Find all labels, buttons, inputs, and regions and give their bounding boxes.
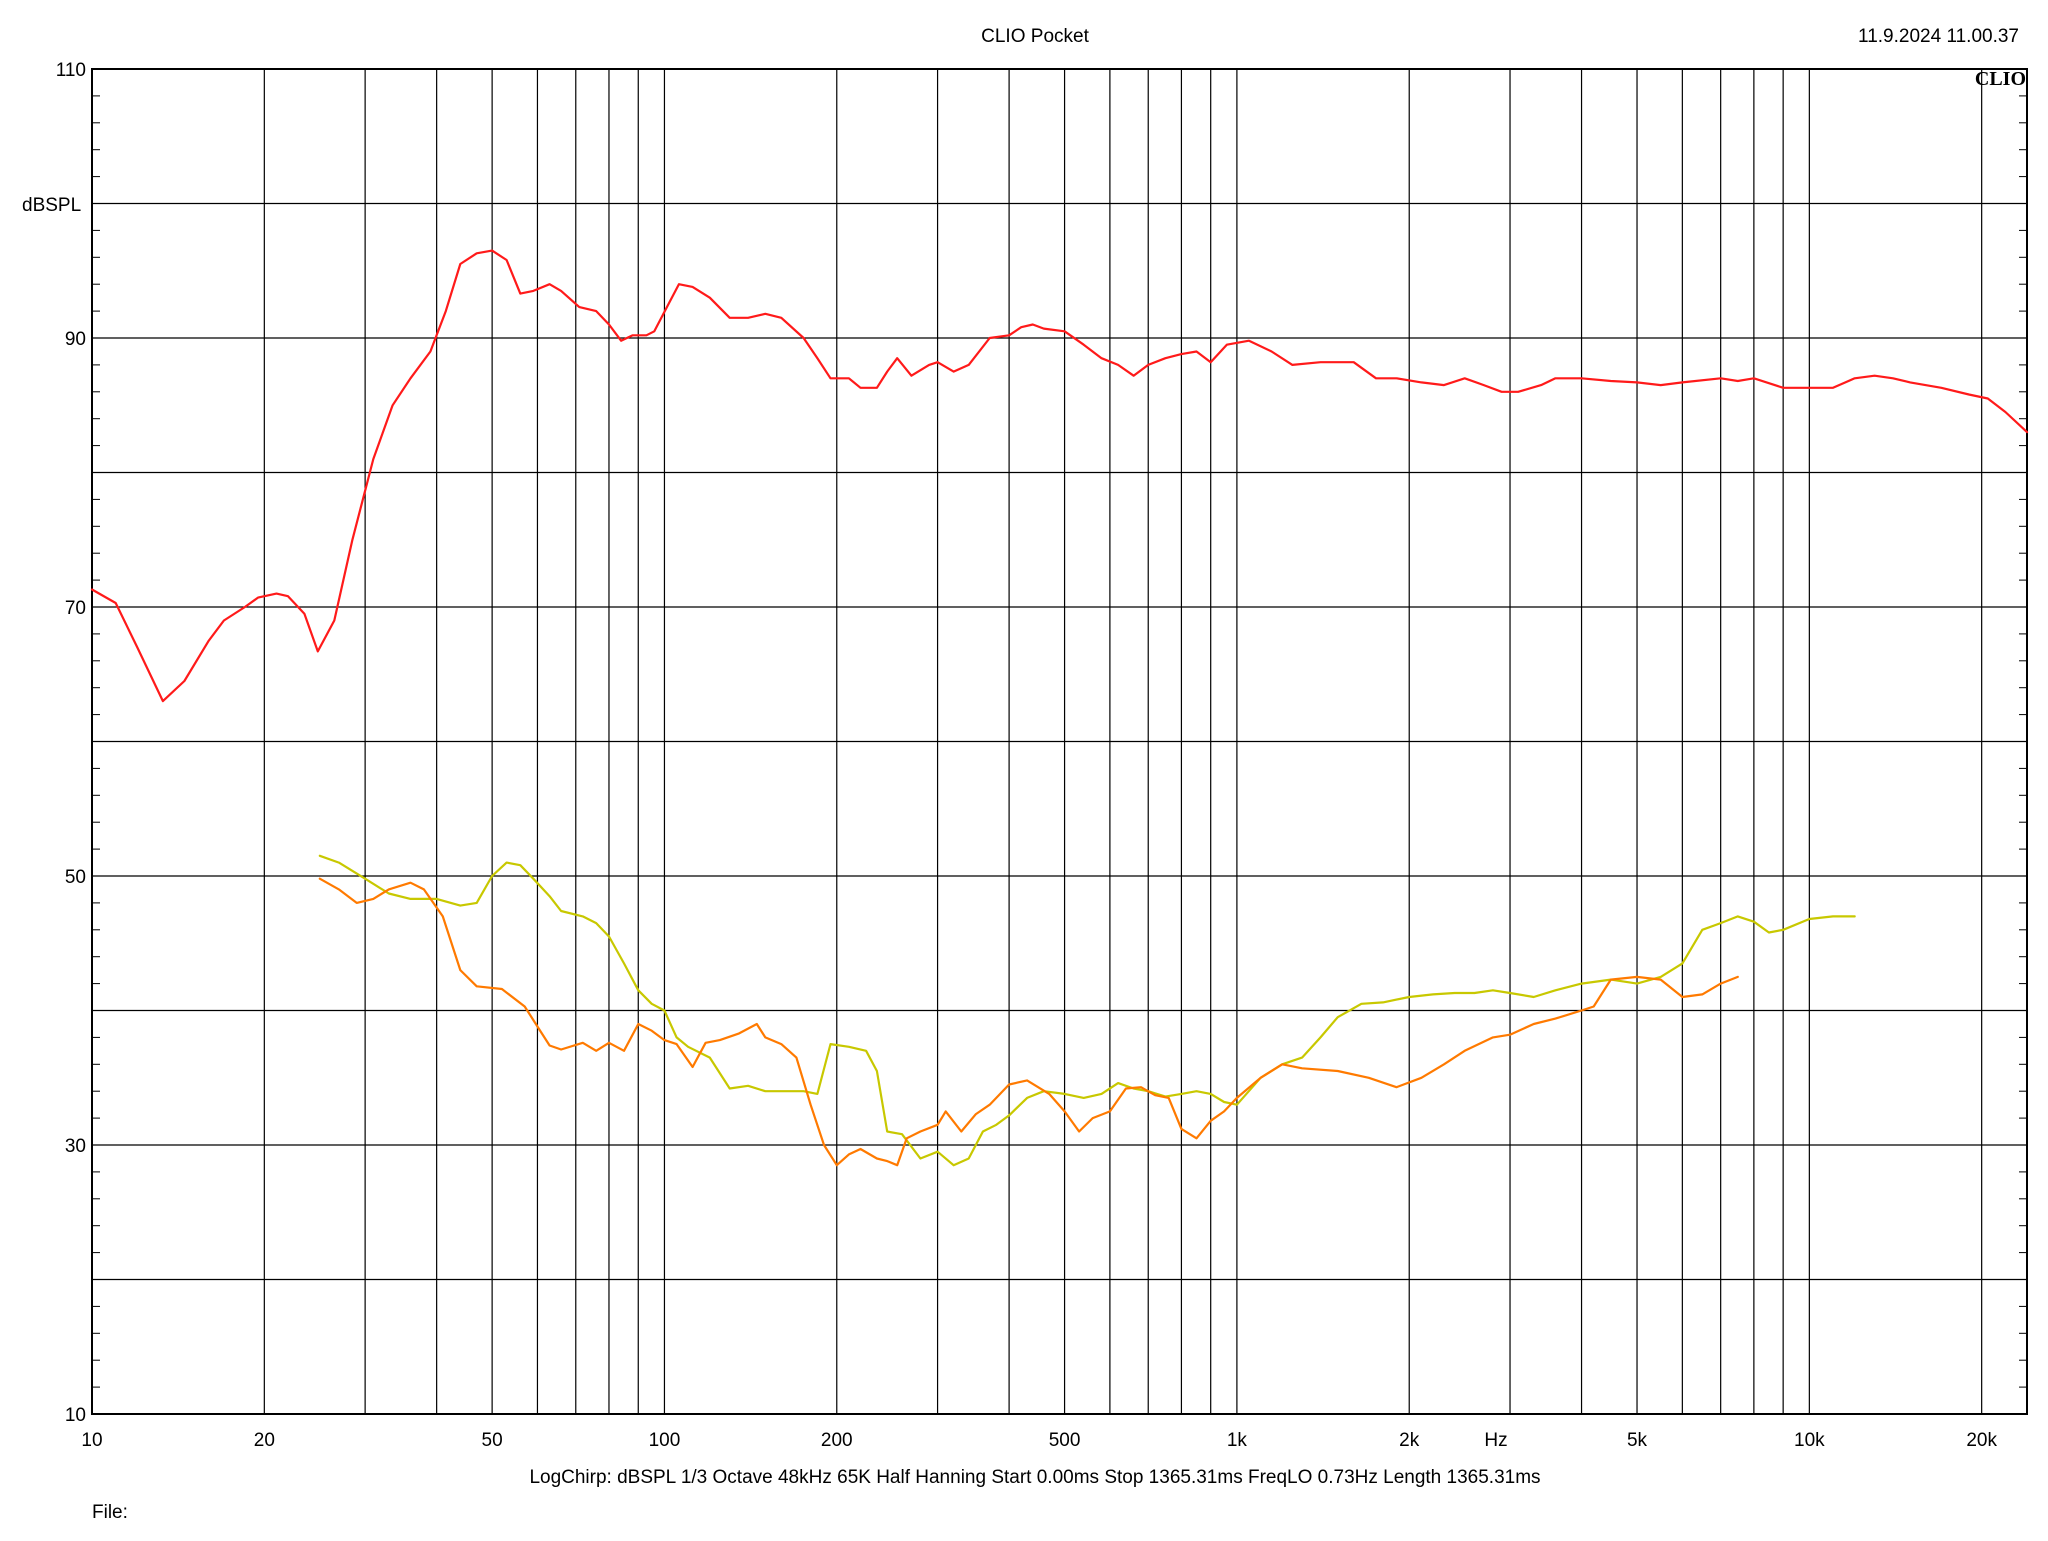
y-tick-label: 50 bbox=[65, 867, 86, 888]
plot-frame bbox=[91, 68, 2028, 1415]
tick-labels: 10 20 50 100 200 500 1k 2k 5k 10k 20k 110 90 70 50 30 10 bbox=[56, 60, 1998, 1451]
x-tick-label: 5k bbox=[1627, 1430, 1648, 1451]
x-tick-label: 100 bbox=[649, 1430, 681, 1451]
x-tick-label: 20k bbox=[1966, 1430, 1997, 1451]
series-line-2 bbox=[318, 854, 1856, 1167]
x-axis-unit-label: Hz bbox=[1484, 1430, 1507, 1451]
x-tick-label: 500 bbox=[1049, 1430, 1081, 1451]
file-label: File: bbox=[92, 1502, 128, 1523]
x-tick-label: 50 bbox=[482, 1430, 503, 1451]
x-tick-label: 200 bbox=[821, 1430, 853, 1451]
x-tick-label: 10k bbox=[1794, 1430, 1825, 1451]
app-title: CLIO Pocket bbox=[981, 26, 1089, 47]
x-tick-label: 20 bbox=[254, 1430, 275, 1451]
timestamp: 11.9.2024 11.00.37 bbox=[1858, 26, 2019, 47]
plot-series bbox=[90, 249, 2029, 1167]
x-tick-label: 2k bbox=[1399, 1430, 1420, 1451]
series-line-3 bbox=[318, 877, 1739, 1167]
clio-logo: CLIO bbox=[1975, 68, 2026, 90]
y-tick-label: 10 bbox=[65, 1405, 86, 1426]
measurement-params: LogChirp: dBSPL 1/3 Octave 48kHz 65K Hal… bbox=[529, 1467, 1540, 1488]
y-tick-label: 90 bbox=[65, 329, 86, 350]
y-axis-unit-label: dBSPL bbox=[22, 195, 81, 216]
series-line-1 bbox=[90, 249, 2029, 703]
x-tick-label: 1k bbox=[1227, 1430, 1248, 1451]
y-tick-label: 70 bbox=[65, 598, 86, 619]
grid bbox=[91, 68, 2028, 1415]
x-tick-label: 10 bbox=[81, 1430, 102, 1451]
y-tick-label: 30 bbox=[65, 1136, 86, 1157]
y-tick-label: 110 bbox=[56, 60, 86, 81]
